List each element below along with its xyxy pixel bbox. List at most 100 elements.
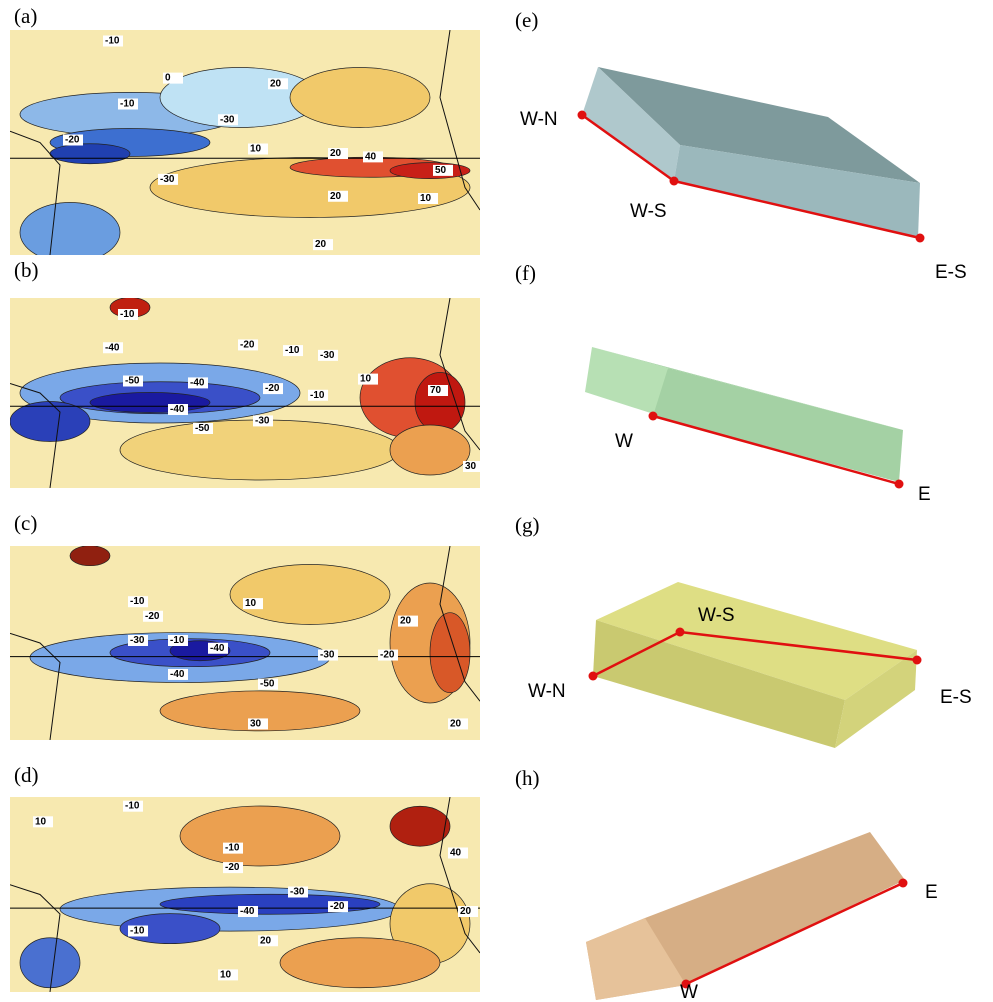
corner-label: W-N [520, 109, 558, 130]
contour-label: 70 [430, 385, 442, 396]
contour-label: 20 [460, 906, 472, 917]
corner-label: E [925, 882, 938, 903]
corner-label: W-N [528, 681, 566, 702]
label-bg [223, 267, 243, 278]
corner-label: W-S [630, 201, 667, 222]
contour-label: -10 [285, 345, 300, 356]
anomaly-region [50, 144, 130, 164]
anomaly-region [280, 938, 440, 988]
box-f [585, 347, 903, 482]
panel-label: (d) [14, 763, 39, 787]
contour-label: -20 [145, 611, 160, 622]
contour-label: 30 [465, 461, 477, 472]
contour-label: 0 [165, 73, 171, 84]
contour-label: -40 [170, 404, 185, 415]
anomaly-region [430, 613, 470, 693]
contour-label: 20 [260, 935, 272, 946]
anomaly-region [390, 806, 450, 846]
corner-point [649, 412, 658, 421]
contour-label: 10 [245, 598, 257, 609]
contour-label: -40 [190, 377, 205, 388]
corner-point [913, 656, 922, 665]
contour-label: 10 [220, 969, 232, 980]
contour-label: -50 [260, 679, 275, 690]
contour-label: 20 [315, 239, 327, 250]
contour-label: -10 [170, 635, 185, 646]
contour-label: -30 [320, 650, 335, 661]
contour-label: -30 [160, 174, 175, 185]
contour-label: 10 [250, 144, 262, 155]
contour-label: -40 [240, 906, 255, 917]
contour-label: -10 [130, 596, 145, 607]
contour-label: -20 [330, 901, 345, 912]
contour-label: -40 [210, 643, 225, 654]
anomaly-region [20, 203, 120, 263]
contour-label: -50 [195, 423, 210, 434]
corner-label: W [615, 431, 633, 452]
contour-label: -30 [130, 635, 145, 646]
contour-label: 10 [420, 193, 432, 204]
contour-label: -20 [225, 862, 240, 873]
map-body: -1010-20-10-30-40-40-30-50-20203020 [10, 546, 480, 740]
anomaly-region [90, 393, 210, 413]
contour-label: -20 [380, 650, 395, 661]
contour-label: -20 [265, 383, 280, 394]
box-g [593, 582, 917, 748]
anomaly-region [390, 163, 470, 179]
corner-point [589, 672, 598, 681]
contour-label: -20 [65, 135, 80, 146]
anomaly-region [180, 806, 340, 866]
corner-point [670, 177, 679, 186]
panel-label: (g) [515, 513, 540, 537]
contour-label: 50 [435, 165, 447, 176]
map: -1010-20-10-30-40-40-30-50-20203020 [10, 546, 480, 740]
panel-label: (a) [14, 4, 37, 28]
anomaly-region [230, 565, 390, 625]
anomaly-region [390, 425, 470, 475]
contour-label: -40 [105, 342, 120, 353]
contour-label: -10 [125, 801, 140, 812]
contour-label: -10 [130, 926, 145, 937]
contour-label: 40 [365, 151, 377, 162]
corner-point [676, 628, 685, 637]
map-body: -10-40-20-10-30-40-50-40-50-20-101070-30… [10, 298, 483, 489]
panel-label: (h) [515, 766, 540, 790]
contour-label: -50 [125, 376, 140, 387]
anomaly-region [70, 546, 110, 566]
contour-label: 20 [330, 191, 342, 202]
panel-label: (c) [14, 511, 37, 535]
corner-label: E-S [935, 262, 967, 283]
contour-label: -40 [170, 669, 185, 680]
corner-point [895, 480, 904, 489]
contour-label: -30 [220, 114, 235, 125]
panel-label: (f) [515, 261, 536, 285]
corner-label: E-S [940, 687, 972, 708]
anomaly-region [20, 938, 80, 988]
anomaly-region [290, 68, 430, 128]
contour-label: -10 [310, 390, 325, 401]
corner-label: W [680, 982, 698, 1002]
contour-label: 20 [330, 148, 342, 159]
contour-label: 20 [450, 718, 462, 729]
corner-point [916, 234, 925, 243]
anomaly-region [415, 373, 465, 433]
panel-label: (b) [14, 258, 39, 282]
corner-point [899, 879, 908, 888]
map: -10020-10-30-2010204050-302010-2020 [10, 30, 480, 278]
corner-label: W-S [698, 605, 735, 626]
contour-label: -10 [120, 99, 135, 110]
contour-label: 20 [400, 616, 412, 627]
contour-label: 10 [35, 816, 47, 827]
contour-label: -10 [105, 36, 120, 47]
figure: (a) -10 0 20 -10 -30 -20 10 20 40 50 -30 20 10 -20 20 (b… [0, 0, 993, 1002]
anomaly-region [10, 402, 90, 442]
contour-label: -10 [120, 309, 135, 320]
panel-label: (e) [515, 8, 538, 32]
contour-label: 10 [360, 374, 372, 385]
contour-label: 30 [250, 718, 262, 729]
contour-label: -30 [320, 350, 335, 361]
contour-label: -30 [290, 887, 305, 898]
